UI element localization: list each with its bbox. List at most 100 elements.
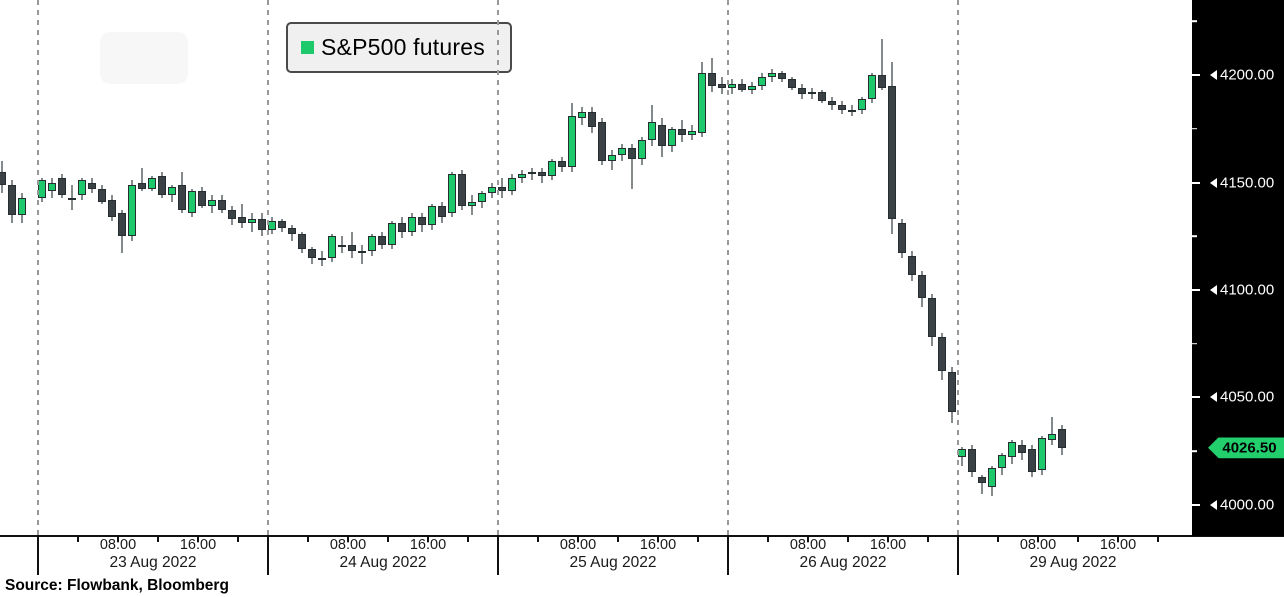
day-separator-gridline bbox=[267, 0, 269, 536]
candle-down bbox=[598, 122, 606, 162]
candle-up bbox=[148, 178, 156, 189]
candle-wick bbox=[1051, 416, 1053, 445]
candle-wick bbox=[361, 244, 363, 265]
candle-wick bbox=[531, 167, 533, 181]
x-axis-time-label: 08:00 bbox=[99, 537, 137, 553]
x-axis-date-label: 25 Aug 2022 bbox=[569, 554, 657, 571]
x-axis-day-tick bbox=[497, 536, 499, 575]
candle-up bbox=[248, 219, 256, 224]
x-axis-minor-tick bbox=[117, 536, 119, 542]
candle-up bbox=[808, 92, 816, 95]
candle-down bbox=[908, 255, 916, 275]
candle-up bbox=[988, 468, 996, 488]
day-separator-gridline bbox=[727, 0, 729, 536]
candle-up bbox=[648, 122, 656, 140]
x-axis-minor-tick bbox=[1037, 536, 1039, 542]
candle-down bbox=[678, 128, 686, 136]
y-axis-label: 4200.00 bbox=[1220, 66, 1275, 84]
candle-down bbox=[778, 73, 786, 80]
y-axis-label: 4150.00 bbox=[1220, 174, 1275, 192]
day-separator-gridline bbox=[497, 0, 499, 536]
x-axis-time-label: 16:00 bbox=[639, 537, 677, 553]
candle-up bbox=[1008, 442, 1016, 458]
y-axis-tick-arrow bbox=[1210, 284, 1217, 295]
candle-down bbox=[298, 234, 306, 250]
candle-up bbox=[748, 85, 756, 91]
candle-down bbox=[198, 191, 206, 207]
candle-down bbox=[538, 171, 546, 177]
candle-down bbox=[58, 178, 66, 196]
candle-up bbox=[578, 111, 586, 119]
candle-up bbox=[618, 148, 626, 155]
candle-down bbox=[718, 83, 726, 89]
candle-up bbox=[168, 186, 176, 196]
candle-up bbox=[568, 115, 576, 168]
y-axis-tick-arrow bbox=[1210, 70, 1217, 81]
candle-down bbox=[708, 73, 716, 86]
x-axis-time-label: 16:00 bbox=[1099, 537, 1137, 553]
candle-down bbox=[458, 173, 466, 207]
x-axis-day-tick bbox=[957, 536, 959, 575]
x-axis-minor-tick bbox=[657, 536, 659, 542]
candle-up bbox=[38, 180, 46, 198]
x-axis-minor-tick bbox=[807, 536, 809, 542]
candle-down bbox=[498, 186, 506, 192]
candle-down bbox=[898, 223, 906, 254]
candle-down bbox=[108, 199, 116, 217]
candle-down bbox=[378, 236, 386, 245]
candle-up bbox=[758, 77, 766, 86]
candle-wick bbox=[981, 474, 983, 494]
candle-down bbox=[278, 221, 286, 228]
candle-wick bbox=[241, 204, 243, 228]
candle-up bbox=[448, 173, 456, 213]
candle-down bbox=[828, 100, 836, 106]
candle-down bbox=[0, 171, 6, 185]
y-axis-label: 4100.00 bbox=[1220, 281, 1275, 299]
candle-up bbox=[18, 197, 26, 215]
x-axis-minor-tick bbox=[157, 536, 159, 542]
y-axis-tick bbox=[1192, 288, 1200, 291]
x-axis-time-label: 08:00 bbox=[789, 537, 827, 553]
x-axis-minor-tick bbox=[1157, 536, 1159, 542]
x-axis-minor-tick bbox=[197, 536, 199, 542]
candle-down bbox=[8, 184, 16, 215]
x-axis-minor-tick bbox=[427, 536, 429, 542]
candle-down bbox=[238, 216, 246, 224]
x-axis-minor-tick bbox=[307, 536, 309, 542]
candle-wick bbox=[631, 143, 633, 189]
candle-up bbox=[548, 161, 556, 177]
day-separator-gridline bbox=[957, 0, 959, 536]
x-axis-line bbox=[0, 534, 1284, 537]
candle-down bbox=[178, 184, 186, 211]
x-axis-minor-tick bbox=[577, 536, 579, 542]
candle-down bbox=[348, 244, 356, 252]
x-axis-minor-tick bbox=[887, 536, 889, 542]
candle-wick bbox=[341, 236, 343, 254]
candle-up bbox=[128, 184, 136, 237]
y-axis-minor-tick bbox=[1192, 128, 1197, 130]
candle-up bbox=[268, 221, 276, 230]
x-axis-minor-tick bbox=[1077, 536, 1079, 542]
x-axis-minor-tick bbox=[767, 536, 769, 542]
candle-up bbox=[468, 201, 476, 207]
x-axis-minor-tick bbox=[617, 536, 619, 542]
x-axis-minor-tick bbox=[537, 536, 539, 542]
candle-up bbox=[68, 197, 76, 200]
y-axis-label: 4050.00 bbox=[1220, 388, 1275, 406]
y-axis-tick-arrow bbox=[1210, 392, 1217, 403]
candle-up bbox=[998, 455, 1006, 469]
candle-down bbox=[288, 227, 296, 235]
candle-down bbox=[588, 111, 596, 127]
x-axis-minor-tick bbox=[927, 536, 929, 542]
x-axis-minor-tick bbox=[347, 536, 349, 542]
x-axis-minor-tick bbox=[467, 536, 469, 542]
candle-up bbox=[428, 206, 436, 226]
candle-up bbox=[518, 173, 526, 179]
candle-down bbox=[308, 249, 316, 258]
x-axis-date-label: 26 Aug 2022 bbox=[799, 554, 887, 571]
candle-down bbox=[138, 182, 146, 189]
candle-down bbox=[918, 274, 926, 299]
y-axis-label: 4000.00 bbox=[1220, 496, 1275, 514]
candle-down bbox=[118, 212, 126, 237]
x-axis-time-label: 08:00 bbox=[1019, 537, 1057, 553]
